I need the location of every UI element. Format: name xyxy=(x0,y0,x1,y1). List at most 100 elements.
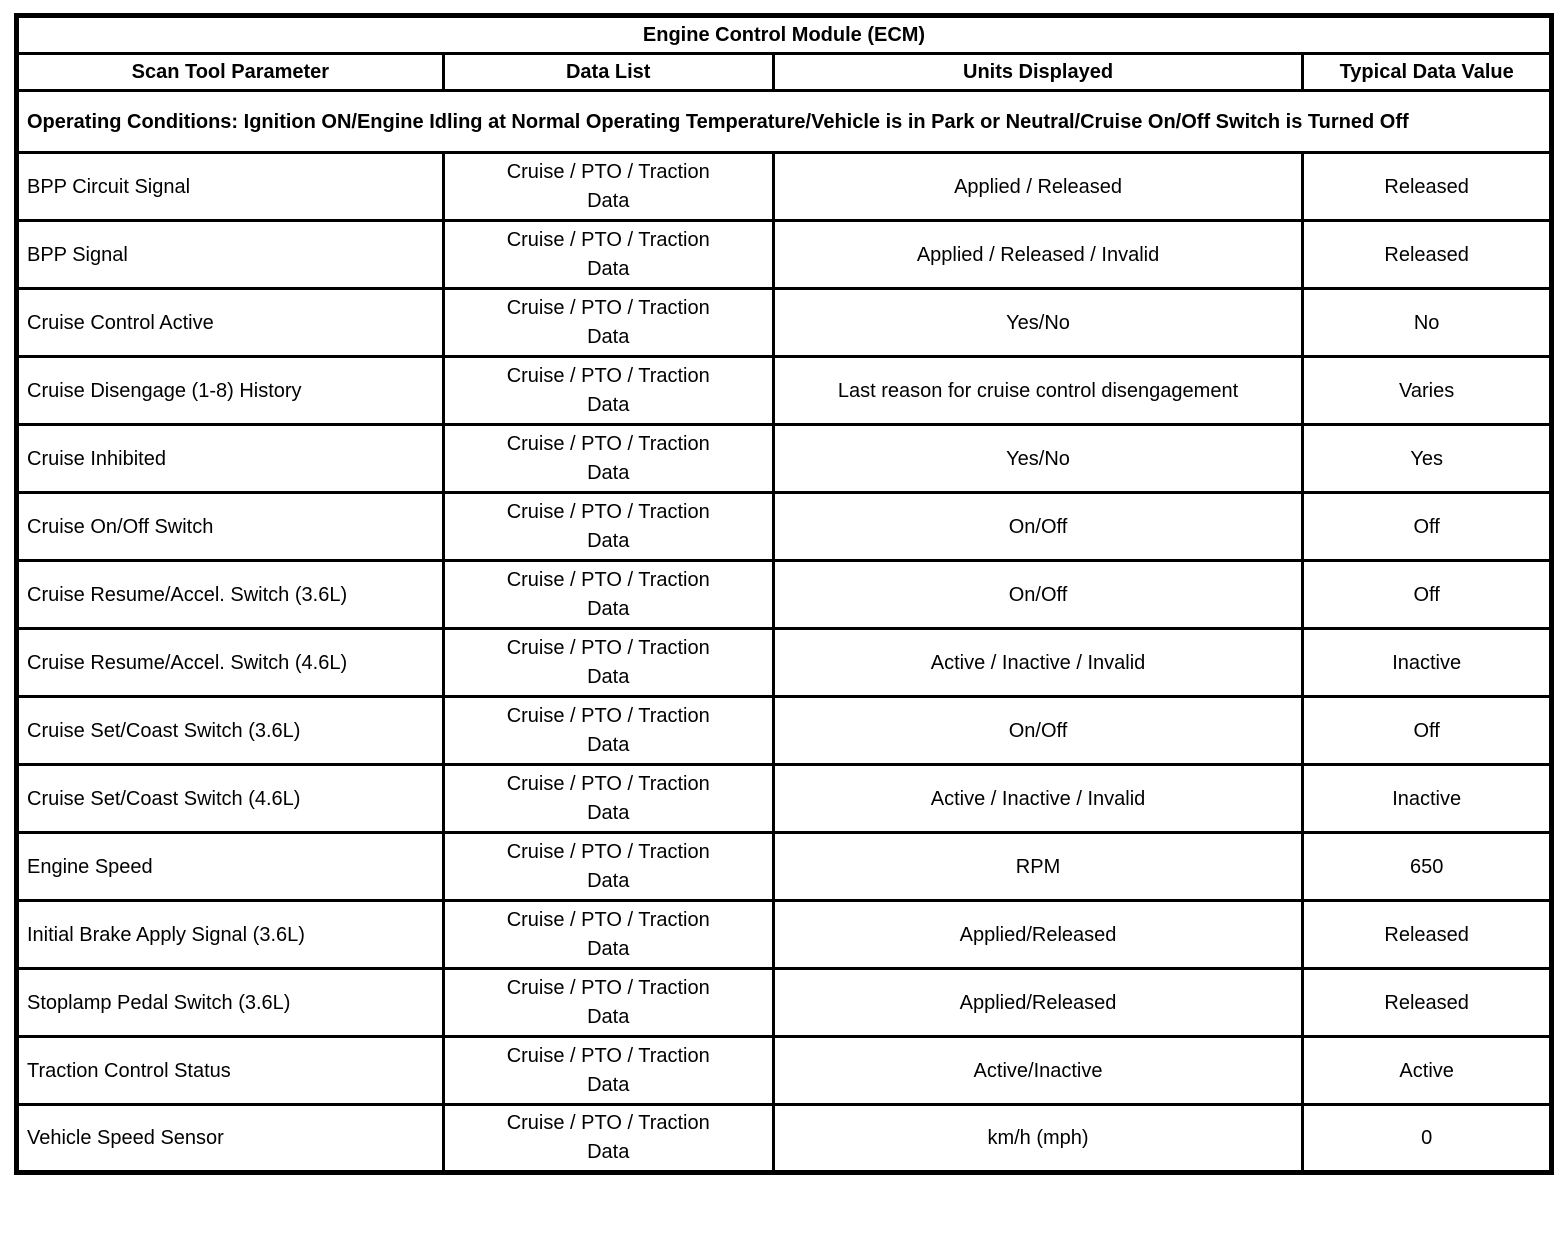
data-list-cell: Cruise / PTO / Traction Data xyxy=(441,1103,775,1174)
column-header-data-list: Data List xyxy=(441,52,775,92)
units-cell: On/Off xyxy=(771,491,1305,562)
table-row: Cruise Control Active Cruise / PTO / Trac… xyxy=(15,287,1553,358)
table-row: Cruise Resume/Accel. Switch (3.6L) Cruise… xyxy=(15,559,1553,630)
param-cell: Vehicle Speed Sensor xyxy=(15,1103,445,1174)
value-cell: Released xyxy=(1301,899,1553,970)
table-row: Cruise On/Off Switch Cruise / PTO / Tract… xyxy=(15,491,1553,562)
data-list-text: Cruise / PTO / Traction Data xyxy=(506,1112,710,1163)
units-cell: Applied/Released xyxy=(771,967,1305,1038)
value-cell: Off xyxy=(1301,559,1553,630)
units-cell: RPM xyxy=(771,831,1305,902)
units-cell: Applied / Released xyxy=(771,151,1305,222)
data-list-cell: Cruise / PTO / Traction Data xyxy=(441,899,775,970)
column-header-units: Units Displayed xyxy=(771,52,1305,92)
value-cell: Released xyxy=(1301,219,1553,290)
ecm-table: Engine Control Module (ECM) Scan Tool Pa… xyxy=(14,13,1554,1175)
param-cell: Cruise Inhibited xyxy=(15,423,445,494)
data-list-text: Cruise / PTO / Traction Data xyxy=(506,228,710,280)
units-cell: Last reason for cruise control disengage… xyxy=(771,355,1305,426)
units-cell: Applied/Released xyxy=(771,899,1305,970)
param-cell: Cruise Resume/Accel. Switch (4.6L) xyxy=(15,627,445,698)
operating-conditions-text: Operating Conditions: Ignition ON/Engine… xyxy=(15,89,1553,154)
value-cell: No xyxy=(1301,287,1553,358)
units-cell: Yes/No xyxy=(771,423,1305,494)
table-body: BPP Circuit Signal Cruise / PTO / Tractio… xyxy=(15,151,1553,1174)
param-cell: Cruise Resume/Accel. Switch (3.6L) xyxy=(15,559,445,630)
data-list-cell: Cruise / PTO / Traction Data xyxy=(441,763,775,834)
table-row: BPP Signal Cruise / PTO / Traction Data Ap… xyxy=(15,219,1553,290)
units-cell: km/h (mph) xyxy=(771,1103,1305,1174)
data-list-cell: Cruise / PTO / Traction Data xyxy=(441,219,775,290)
data-list-cell: Cruise / PTO / Traction Data xyxy=(441,695,775,766)
data-list-cell: Cruise / PTO / Traction Data xyxy=(441,355,775,426)
data-list-text: Cruise / PTO / Traction Data xyxy=(506,364,710,416)
value-cell: Released xyxy=(1301,967,1553,1038)
table-row: Cruise Resume/Accel. Switch (4.6L) Cruise… xyxy=(15,627,1553,698)
param-cell: Cruise On/Off Switch xyxy=(15,491,445,562)
param-cell: Stoplamp Pedal Switch (3.6L) xyxy=(15,967,445,1038)
data-list-cell: Cruise / PTO / Traction Data xyxy=(441,423,775,494)
value-cell: Released xyxy=(1301,151,1553,222)
table-row: Engine Speed Cruise / PTO / Traction Data… xyxy=(15,831,1553,902)
units-cell: Active / Inactive / Invalid xyxy=(771,763,1305,834)
units-cell: On/Off xyxy=(771,695,1305,766)
table-row: Cruise Set/Coast Switch (3.6L) Cruise / P… xyxy=(15,695,1553,766)
param-cell: Cruise Set/Coast Switch (3.6L) xyxy=(15,695,445,766)
data-list-cell: Cruise / PTO / Traction Data xyxy=(441,287,775,358)
operating-conditions-row: Operating Conditions: Ignition ON/Engine… xyxy=(15,89,1553,154)
value-cell: 0 xyxy=(1301,1103,1553,1174)
data-list-text: Cruise / PTO / Traction Data xyxy=(506,500,710,552)
value-cell: Yes xyxy=(1301,423,1553,494)
param-cell: BPP Signal xyxy=(15,219,445,290)
value-cell: Active xyxy=(1301,1035,1553,1106)
data-list-cell: Cruise / PTO / Traction Data xyxy=(441,151,775,222)
table-row: Cruise Disengage (1-8) History Cruise / P… xyxy=(15,355,1553,426)
param-cell: Initial Brake Apply Signal (3.6L) xyxy=(15,899,445,970)
param-cell: Engine Speed xyxy=(15,831,445,902)
param-cell: Cruise Disengage (1-8) History xyxy=(15,355,445,426)
table-row: BPP Circuit Signal Cruise / PTO / Tractio… xyxy=(15,151,1553,222)
data-list-text: Cruise / PTO / Traction Data xyxy=(506,772,710,824)
data-list-cell: Cruise / PTO / Traction Data xyxy=(441,627,775,698)
column-header-row: Scan Tool Parameter Data List Units Disp… xyxy=(15,52,1553,92)
value-cell: Inactive xyxy=(1301,627,1553,698)
table-title-row: Engine Control Module (ECM) xyxy=(15,14,1553,55)
value-cell: 650 xyxy=(1301,831,1553,902)
data-list-text: Cruise / PTO / Traction Data xyxy=(506,840,710,892)
data-list-text: Cruise / PTO / Traction Data xyxy=(506,296,710,348)
units-cell: Active/Inactive xyxy=(771,1035,1305,1106)
data-list-text: Cruise / PTO / Traction Data xyxy=(506,432,710,484)
column-header-parameter: Scan Tool Parameter xyxy=(15,52,445,92)
table-row: Cruise Set/Coast Switch (4.6L) Cruise / P… xyxy=(15,763,1553,834)
value-cell: Off xyxy=(1301,491,1553,562)
param-cell: Cruise Control Active xyxy=(15,287,445,358)
value-cell: Off xyxy=(1301,695,1553,766)
table-row: Traction Control Status Cruise / PTO / Tr… xyxy=(15,1035,1553,1106)
units-cell: Applied / Released / Invalid xyxy=(771,219,1305,290)
value-cell: Varies xyxy=(1301,355,1553,426)
table-row: Stoplamp Pedal Switch (3.6L) Cruise / PTO… xyxy=(15,967,1553,1038)
data-list-text: Cruise / PTO / Traction Data xyxy=(506,704,710,756)
data-list-text: Cruise / PTO / Traction Data xyxy=(506,1044,710,1096)
units-cell: Active / Inactive / Invalid xyxy=(771,627,1305,698)
table-row: Initial Brake Apply Signal (3.6L) Cruise … xyxy=(15,899,1553,970)
table-row: Vehicle Speed Sensor Cruise / PTO / Tract… xyxy=(15,1103,1553,1174)
data-list-text: Cruise / PTO / Traction Data xyxy=(506,568,710,620)
column-header-value: Typical Data Value xyxy=(1301,52,1553,92)
data-list-text: Cruise / PTO / Traction Data xyxy=(506,908,710,960)
data-list-cell: Cruise / PTO / Traction Data xyxy=(441,491,775,562)
param-cell: BPP Circuit Signal xyxy=(15,151,445,222)
param-cell: Traction Control Status xyxy=(15,1035,445,1106)
table-title: Engine Control Module (ECM) xyxy=(15,14,1553,55)
value-cell: Inactive xyxy=(1301,763,1553,834)
data-list-cell: Cruise / PTO / Traction Data xyxy=(441,831,775,902)
data-list-text: Cruise / PTO / Traction Data xyxy=(506,160,710,212)
data-list-text: Cruise / PTO / Traction Data xyxy=(506,976,710,1028)
data-list-cell: Cruise / PTO / Traction Data xyxy=(441,967,775,1038)
data-list-cell: Cruise / PTO / Traction Data xyxy=(441,1035,775,1106)
units-cell: Yes/No xyxy=(771,287,1305,358)
data-list-cell: Cruise / PTO / Traction Data xyxy=(441,559,775,630)
table-row: Cruise Inhibited Cruise / PTO / Traction … xyxy=(15,423,1553,494)
units-cell: On/Off xyxy=(771,559,1305,630)
